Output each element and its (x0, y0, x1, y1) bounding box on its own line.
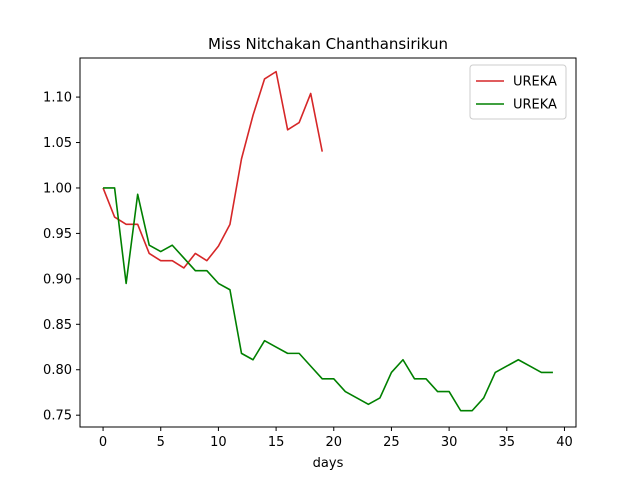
x-tick-label-3: 15 (268, 435, 285, 450)
legend: UREKA UREKA (469, 64, 567, 120)
legend-label-0: UREKA (513, 75, 557, 90)
x-tick-label-4: 20 (325, 435, 342, 450)
y-tick-label-2: 0.85 (43, 318, 72, 333)
series-line-0 (102, 70, 324, 269)
y-tick-label-5: 1.00 (43, 181, 72, 196)
x-tick-label-8: 40 (556, 435, 573, 450)
x-tick-label-5: 25 (383, 435, 400, 450)
x-tick-label-0: 0 (99, 435, 107, 450)
y-tick-label-1: 0.80 (43, 363, 72, 378)
series-line-1 (103, 187, 553, 412)
x-tick-label-6: 30 (441, 435, 458, 450)
y-tick-label-0: 0.75 (43, 409, 72, 424)
x-tick-label-1: 5 (157, 435, 165, 450)
legend-box (469, 64, 567, 120)
chart-title: Miss Nitchakan Chanthansirikun (208, 35, 448, 53)
y-tick-label-6: 1.05 (43, 136, 72, 151)
y-tick-label-4: 0.95 (43, 227, 72, 242)
plot-frame (79, 57, 577, 428)
y-tick-label-3: 0.90 (43, 272, 72, 287)
x-axis-label: days (313, 456, 344, 471)
legend-label-1: UREKA (513, 98, 557, 113)
x-axis: 0 5 10 15 20 25 30 35 40 (99, 427, 573, 450)
x-tick-label-7: 35 (499, 435, 516, 450)
x-tick-label-2: 10 (210, 435, 227, 450)
y-tick-label-7: 1.10 (43, 91, 72, 106)
y-axis: 0.75 0.80 0.85 0.90 0.95 1.00 1.05 1.10 (43, 91, 80, 424)
